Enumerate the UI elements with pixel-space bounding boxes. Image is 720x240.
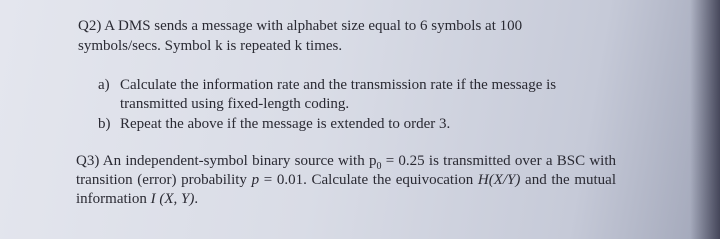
math: I (X, Y) xyxy=(150,191,195,207)
question-label: Q3) xyxy=(76,153,100,169)
part: a) Calculate the information rate and the… xyxy=(98,76,618,114)
math-subscript: 0 xyxy=(376,161,382,172)
question-3: Q3) An independent-symbol binary source … xyxy=(76,152,616,209)
question-text: . xyxy=(194,191,199,207)
part-text: Repeat the above if the message is exten… xyxy=(120,116,451,132)
part-label: b) xyxy=(98,116,111,132)
part: b) Repeat the above if the message is ext… xyxy=(98,115,618,134)
question-text: An independent-symbol binary source with xyxy=(102,153,369,169)
question-2: Q2) A DMS sends a message with alphabet … xyxy=(78,16,588,56)
question-text: A DMS sends a message with alphabet size… xyxy=(78,18,523,54)
math: p xyxy=(251,172,260,188)
math: p xyxy=(368,153,377,169)
question-label: Q2) xyxy=(78,18,102,34)
part-text: Calculate the information rate and the t… xyxy=(120,77,557,112)
math: H(X/Y) xyxy=(477,172,521,188)
question-text: = 0.01. Calculate the equivocation xyxy=(259,172,478,188)
question-text: = 0.25 is transmitted over a BSC with tr… xyxy=(76,153,616,188)
question-text: and the mutual information xyxy=(76,172,616,207)
question-2-parts: a) Calculate the information rate and the… xyxy=(98,76,618,135)
part-label: a) xyxy=(98,77,110,93)
